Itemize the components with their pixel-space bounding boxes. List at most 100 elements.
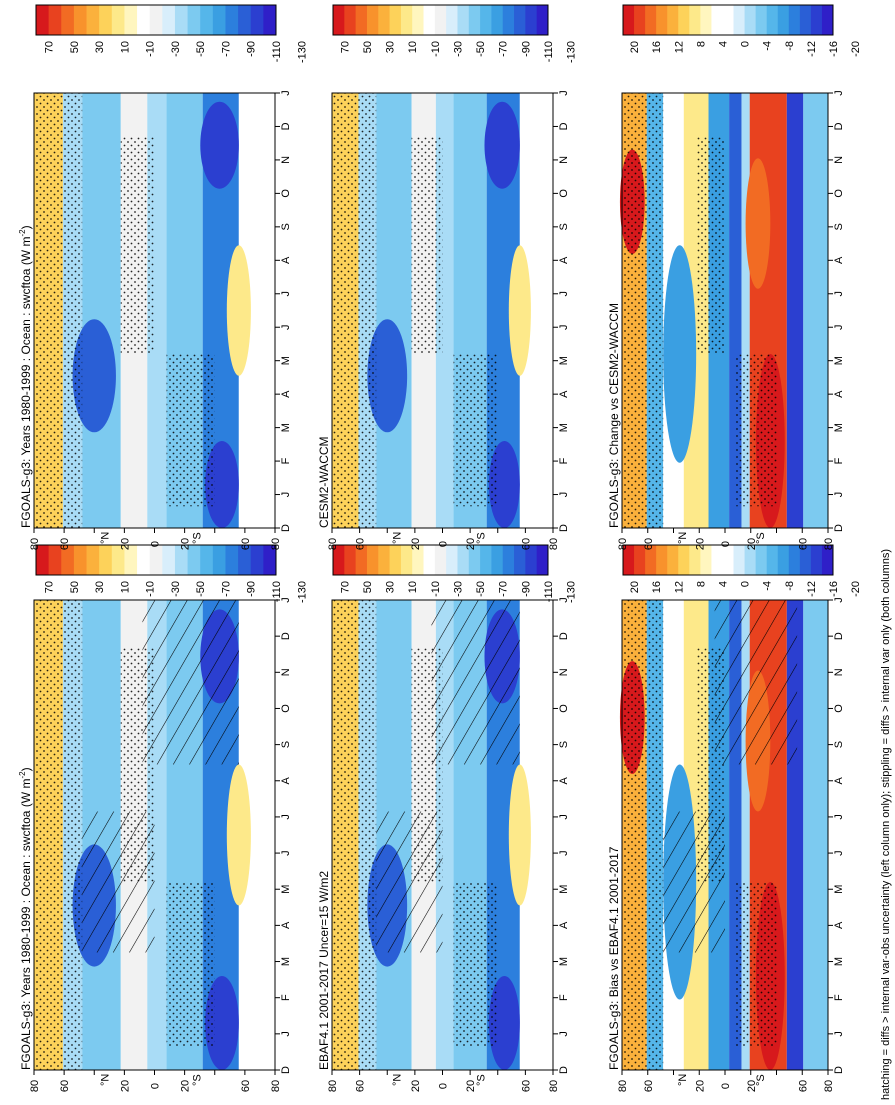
y-tick-label: 0 [720, 1083, 732, 1089]
heatmap-feature [226, 245, 251, 376]
x-tick-label: J [833, 291, 845, 297]
y-tick-label: 0 [720, 541, 732, 547]
colorbar-swatch [48, 545, 62, 575]
colorbar-swatch [799, 5, 812, 35]
colorbar-swatch [36, 5, 50, 35]
colorbar-swatch [174, 545, 189, 575]
chart-title: CESM2-WACCM [317, 436, 331, 528]
stippling [120, 136, 155, 354]
colorbar-swatch [61, 5, 75, 35]
x-tick-label: A [558, 921, 570, 929]
x-tick-label: J [280, 492, 292, 498]
colorbar-swatch [434, 545, 447, 575]
heatmap-feature [745, 158, 771, 289]
y-tick-label: 80 [548, 1080, 560, 1092]
colorbar-swatch [99, 545, 113, 575]
y-label-north: °N [100, 1074, 112, 1086]
colorbar-swatch [378, 5, 391, 35]
colorbar-swatch [733, 5, 746, 35]
colorbar-label: 30 [385, 581, 397, 593]
y-tick-label: 80 [327, 1080, 339, 1092]
heatmap-feature [508, 764, 531, 906]
x-tick-label: J [558, 850, 570, 856]
y-tick-label: 20 [119, 538, 131, 550]
colorbar-swatch [389, 5, 402, 35]
x-tick-label: F [558, 457, 570, 464]
colorbar-swatch [225, 545, 239, 575]
x-tick-label: A [833, 921, 845, 929]
y-tick-label: 20 [746, 1080, 758, 1092]
x-tick-label: J [558, 291, 570, 297]
colorbar-label: -20 [850, 41, 862, 57]
colorbar-swatch [48, 5, 62, 35]
x-tick-label: O [833, 704, 845, 713]
x-tick-label: A [280, 390, 292, 398]
colorbar-label: 30 [94, 41, 106, 53]
colorbar-label: -130 [296, 41, 308, 63]
colorbar-swatch [514, 545, 526, 575]
colorbar-swatch [536, 5, 549, 35]
colorbar-swatch [344, 5, 357, 35]
colorbar-swatch [667, 5, 679, 35]
x-tick-label: J [833, 324, 845, 330]
colorbar-swatch [400, 545, 413, 575]
colorbar-swatch [733, 545, 746, 575]
chart-panel-p4: D J F M A M J J A S O N D J 80 60 20 0 20 60 80 °N °S CESM2-WAC… [317, 4, 578, 550]
y-tick-label: 20 [465, 1080, 477, 1092]
colorbar-swatch [250, 5, 264, 35]
x-tick-label: J [280, 850, 292, 856]
x-tick-label: M [833, 885, 845, 894]
colorbar-swatch [821, 5, 834, 35]
colorbar-label: -8 [784, 581, 796, 591]
colorbar-label: -70 [220, 41, 232, 57]
colorbar-swatch [366, 5, 379, 35]
x-tick-label: M [280, 356, 292, 365]
colorbar-label: 70 [44, 581, 56, 593]
x-tick-label: D [833, 632, 845, 640]
y-tick-label: 80 [327, 538, 339, 550]
colorbar-swatch [412, 5, 425, 35]
colorbar-swatch [656, 5, 668, 35]
colorbar-swatch [744, 545, 757, 575]
colorbar-label: -10 [145, 581, 157, 597]
y-tick-label: 60 [643, 1080, 655, 1092]
y-tick-label: 80 [270, 1080, 282, 1092]
colorbar-label: 10 [407, 41, 419, 53]
colorbar-swatch [722, 5, 735, 35]
x-tick-label: J [833, 850, 845, 856]
stippling [453, 354, 498, 507]
y-tick-label: 60 [59, 1080, 71, 1092]
y-tick-label: 0 [150, 541, 162, 547]
x-tick-label: M [558, 885, 570, 894]
y-tick-label: 60 [643, 538, 655, 550]
colorbar-swatch [263, 5, 277, 35]
x-tick-label: F [280, 457, 292, 464]
x-tick-label: D [558, 122, 570, 130]
y-label-south: °S [191, 532, 203, 544]
x-tick-label: M [280, 957, 292, 966]
colorbar-label: -12 [806, 581, 818, 597]
x-tick-label: O [558, 704, 570, 713]
colorbar-label: -130 [566, 581, 578, 603]
colorbar-swatch [755, 5, 768, 35]
colorbar-label: 0 [740, 41, 752, 47]
colorbar-label: 70 [44, 41, 56, 53]
colorbar-swatch [86, 545, 100, 575]
x-tick-label: J [558, 1031, 570, 1037]
y-label-north: °N [392, 532, 404, 544]
colorbar-label: 50 [362, 41, 374, 53]
x-tick-label: J [833, 1031, 845, 1037]
x-tick-label: S [280, 741, 292, 748]
colorbar-swatch [344, 545, 357, 575]
colorbar-swatch [61, 545, 75, 575]
x-tick-label: D [833, 524, 845, 532]
colorbar-swatch [799, 545, 812, 575]
colorbar-label: 20 [629, 581, 641, 593]
y-tick-label: 60 [240, 538, 252, 550]
colorbar-swatch [263, 545, 277, 575]
x-tick-label: A [558, 776, 570, 784]
y-tick-label: 0 [438, 541, 450, 547]
colorbar-label: 8 [695, 581, 707, 587]
colorbar-swatch [491, 5, 504, 35]
heatmap-band [786, 93, 804, 528]
